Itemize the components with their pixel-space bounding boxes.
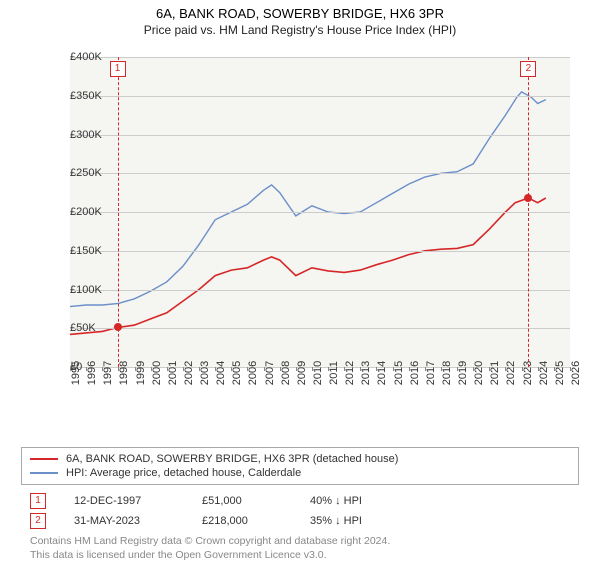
x-axis-label: 1999 [135, 361, 147, 385]
events-table: 1 12-DEC-1997 £51,000 40% ↓ HPI 2 31-MAY-2023… [30, 491, 570, 531]
x-axis-label: 2003 [199, 361, 211, 385]
event-row: 2 31-MAY-2023 £218,000 35% ↓ HPI [30, 511, 570, 531]
x-axis-label: 2009 [296, 361, 308, 385]
x-axis-label: 2021 [489, 361, 501, 385]
event-marker-line [528, 57, 529, 367]
x-axis-label: 2022 [505, 361, 517, 385]
price-chart: £0£50K£100K£150K£200K£250K£300K£350K£400… [20, 41, 580, 411]
gridline [70, 173, 570, 174]
x-axis-label: 2014 [376, 361, 388, 385]
gridline [70, 96, 570, 97]
x-axis-label: 2010 [312, 361, 324, 385]
legend-item: 6A, BANK ROAD, SOWERBY BRIDGE, HX6 3PR (… [30, 452, 570, 466]
x-axis-label: 1995 [70, 361, 82, 385]
x-axis-label: 2020 [473, 361, 485, 385]
gridline [70, 290, 570, 291]
page-subtitle: Price paid vs. HM Land Registry's House … [0, 23, 600, 37]
event-price: £51,000 [202, 495, 282, 507]
footnote-line1: Contains HM Land Registry data © Crown c… [30, 535, 390, 547]
series-property [70, 198, 546, 334]
gridline [70, 328, 570, 329]
x-axis-label: 2026 [570, 361, 582, 385]
x-axis-label: 2012 [344, 361, 356, 385]
event-price: £218,000 [202, 515, 282, 527]
x-axis-label: 2019 [457, 361, 469, 385]
event-date: 31-MAY-2023 [74, 515, 174, 527]
x-axis-label: 2011 [328, 361, 340, 385]
event-dot [524, 194, 532, 202]
x-axis-label: 2004 [215, 361, 227, 385]
legend-label: HPI: Average price, detached house, Cald… [66, 467, 301, 479]
gridline [70, 212, 570, 213]
gridline [70, 251, 570, 252]
chart-svg [20, 41, 580, 377]
x-axis-label: 2001 [167, 361, 179, 385]
x-axis-label: 2013 [360, 361, 372, 385]
gridline [70, 135, 570, 136]
event-marker-line [118, 57, 119, 367]
event-date: 12-DEC-1997 [74, 495, 174, 507]
event-row: 1 12-DEC-1997 £51,000 40% ↓ HPI [30, 491, 570, 511]
x-axis-label: 1997 [102, 361, 114, 385]
x-axis-label: 2024 [538, 361, 550, 385]
series-hpi [70, 92, 546, 307]
x-axis-label: 2017 [425, 361, 437, 385]
x-axis-label: 2005 [231, 361, 243, 385]
x-axis-label: 1998 [118, 361, 130, 385]
page-title: 6A, BANK ROAD, SOWERBY BRIDGE, HX6 3PR [0, 6, 600, 21]
x-axis-label: 2018 [441, 361, 453, 385]
event-row-badge: 1 [30, 493, 46, 509]
legend-item: HPI: Average price, detached house, Cald… [30, 466, 570, 480]
footnote-line2: This data is licensed under the Open Gov… [30, 549, 327, 561]
legend: 6A, BANK ROAD, SOWERBY BRIDGE, HX6 3PR (… [21, 447, 579, 485]
legend-swatch [30, 472, 58, 474]
event-badge: 2 [520, 61, 536, 77]
x-axis-label: 2007 [264, 361, 276, 385]
event-dot [114, 323, 122, 331]
legend-label: 6A, BANK ROAD, SOWERBY BRIDGE, HX6 3PR (… [66, 453, 398, 465]
footnote: Contains HM Land Registry data © Crown c… [30, 535, 570, 562]
x-axis-label: 2002 [183, 361, 195, 385]
x-axis-label: 2000 [151, 361, 163, 385]
event-note: 40% ↓ HPI [310, 495, 362, 507]
gridline [70, 57, 570, 58]
x-axis-label: 2008 [280, 361, 292, 385]
event-note: 35% ↓ HPI [310, 515, 362, 527]
x-axis-label: 2016 [409, 361, 421, 385]
legend-swatch [30, 458, 58, 460]
event-badge: 1 [110, 61, 126, 77]
x-axis-label: 2015 [393, 361, 405, 385]
x-axis-label: 2025 [554, 361, 566, 385]
x-axis-label: 2006 [247, 361, 259, 385]
event-row-badge: 2 [30, 513, 46, 529]
x-axis-label: 1996 [86, 361, 98, 385]
